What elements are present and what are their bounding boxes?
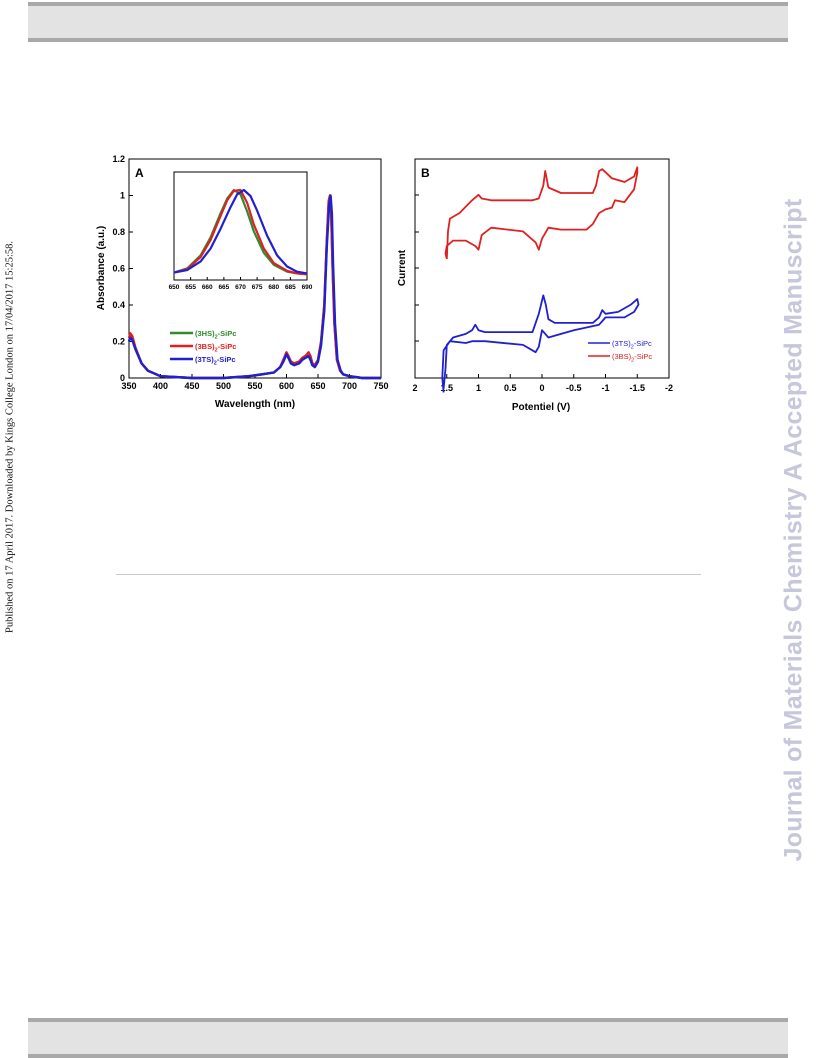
panel-a-ytick-label: 0.6 bbox=[112, 264, 125, 274]
footer-bar bbox=[28, 1018, 788, 1058]
inset-xtick-label: 655 bbox=[185, 284, 196, 291]
panel-a-ytick-label: 0 bbox=[120, 373, 125, 383]
panel-a-label: A bbox=[135, 166, 144, 180]
inset-xtick-label: 690 bbox=[302, 284, 313, 291]
panel-a-series bbox=[127, 194, 381, 380]
panel-b-xtick-label: 1 bbox=[476, 383, 481, 393]
panel-a-ytick-label: 1 bbox=[120, 191, 125, 201]
inset-axis-ticks: 650 655 660 665 670 675 680 685 690 bbox=[169, 277, 313, 291]
panel-a-xtick-label: 550 bbox=[247, 381, 262, 391]
panel-b-xtick-label: 1.5 bbox=[440, 383, 453, 393]
panel-a-xtick-label: 700 bbox=[342, 381, 357, 391]
inset-xtick-label: 680 bbox=[268, 284, 279, 291]
panel-b-xlabel: Potentiel (V) bbox=[512, 402, 570, 413]
panel-b-series-line bbox=[441, 294, 640, 393]
panel-b-label: B bbox=[421, 166, 430, 180]
panel-b-xtick-label: -2 bbox=[665, 383, 673, 393]
inset-series-line bbox=[173, 188, 308, 276]
inset-xtick-label: 650 bbox=[169, 284, 180, 291]
panel-b-xtick-label: -1.5 bbox=[629, 383, 645, 393]
separator-rule bbox=[116, 574, 701, 575]
legend-b-label-2: (3BS)2-SiPc bbox=[612, 352, 652, 364]
panel-b-xtick-label: -1 bbox=[601, 383, 609, 393]
inset-xtick-label: 670 bbox=[235, 284, 246, 291]
panel-b-xtick-label: 0.5 bbox=[504, 383, 517, 393]
panel-a-xtick-label: 400 bbox=[153, 381, 168, 391]
panel-a-xtick-label: 750 bbox=[373, 381, 388, 391]
panel-b-series-line bbox=[444, 166, 639, 260]
panel-b-series bbox=[441, 166, 640, 393]
legend-a-label-1: (3HS)2-SiPc bbox=[195, 329, 236, 341]
header-bar bbox=[28, 2, 788, 42]
legend-b-label-1: (3TS)2-SiPc bbox=[612, 339, 652, 351]
panel-a-xtick-label: 350 bbox=[121, 381, 136, 391]
panel-b-axis-ticks: 2 1.5 1 0.5 0 -0.5 -1 -1.5 -2 bbox=[412, 194, 673, 393]
panel-a-ytick-label: 1.2 bbox=[112, 154, 125, 164]
inset-xtick-label: 660 bbox=[202, 284, 213, 291]
panel-a-xtick-label: 450 bbox=[184, 381, 199, 391]
inset-xtick-label: 685 bbox=[285, 284, 296, 291]
panel-b-xtick-label: -0.5 bbox=[566, 383, 582, 393]
panel-a-xlabel: Wavelength (nm) bbox=[215, 399, 295, 410]
panel-a-xtick-label: 650 bbox=[310, 381, 325, 391]
panel-a-ytick-label: 0.2 bbox=[112, 337, 125, 347]
panel-a-ytick-label: 0.4 bbox=[112, 300, 125, 310]
panel-a-ytick-label: 0.8 bbox=[112, 227, 125, 237]
panel-a-legend: (3HS)2-SiPc (3BS)2-SiPc (3TS)2-SiPc bbox=[170, 329, 236, 367]
panel-a-xtick-label: 600 bbox=[279, 381, 294, 391]
panel-b-xtick-label: 0 bbox=[539, 383, 544, 393]
inset-series bbox=[173, 188, 308, 276]
panel-a-xtick-label: 500 bbox=[216, 381, 231, 391]
panel-a-ylabel: Absorbance (a.u.) bbox=[96, 226, 107, 310]
panel-a-axis-ticks: 350 400 450 500 550 600 650 700 750 0 0.2 0.4 0.6 0.8… bbox=[112, 154, 388, 391]
panel-b-ylabel: Current bbox=[397, 249, 408, 286]
legend-a-label-2: (3BS)2-SiPc bbox=[195, 342, 236, 354]
inset-xtick-label: 675 bbox=[252, 284, 263, 291]
panel-a-series-line bbox=[127, 194, 381, 380]
inset-series-line bbox=[173, 188, 308, 275]
panel-b-xtick-label: 2 bbox=[412, 383, 417, 393]
inset-xtick-label: 665 bbox=[218, 284, 229, 291]
panel-b-legend: (3TS)2-SiPc (3BS)2-SiPc bbox=[588, 339, 652, 364]
legend-a-label-3: (3TS)2-SiPc bbox=[195, 355, 236, 367]
